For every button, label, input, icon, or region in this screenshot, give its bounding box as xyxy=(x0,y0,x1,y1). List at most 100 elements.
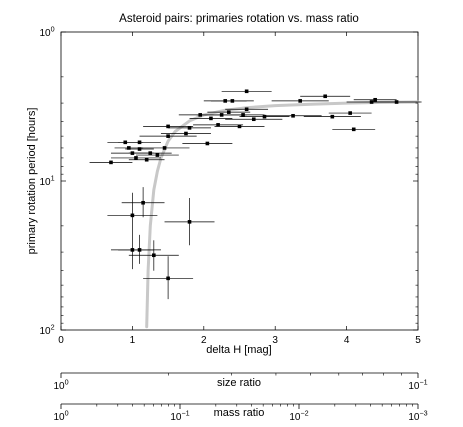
point-marker xyxy=(394,100,399,104)
data-point xyxy=(328,111,372,115)
point-marker xyxy=(184,131,188,136)
data-point xyxy=(225,117,283,122)
x-tick-label: 1 xyxy=(130,335,136,346)
data-point xyxy=(303,114,361,119)
axes-layer: 0 1 2 3 4 5 100 101 102 xyxy=(39,25,421,347)
data-point xyxy=(332,127,376,132)
data-point xyxy=(128,157,165,162)
point-marker xyxy=(209,116,213,121)
data-point xyxy=(118,234,161,264)
point-marker xyxy=(141,200,145,205)
y-tick-label: 100 xyxy=(39,25,54,40)
point-marker xyxy=(237,124,242,129)
chart-title: Asteroid pairs: primaries rotation vs. m… xyxy=(119,13,359,25)
data-point xyxy=(214,124,265,129)
data-point xyxy=(207,110,251,114)
point-marker xyxy=(127,146,131,150)
point-marker xyxy=(244,107,249,112)
data-point xyxy=(264,113,322,118)
point-marker xyxy=(109,160,113,165)
point-marker xyxy=(205,141,210,146)
data-point xyxy=(182,141,233,146)
data-point xyxy=(371,100,422,104)
point-marker xyxy=(134,156,138,160)
plot-frame xyxy=(60,31,419,331)
point-marker xyxy=(291,113,295,118)
model-curve xyxy=(145,100,420,329)
secondary-axis-label: size ratio xyxy=(217,377,261,389)
data-point xyxy=(118,140,161,145)
data-point xyxy=(193,123,244,127)
point-marker xyxy=(298,99,302,103)
point-marker xyxy=(148,151,153,155)
data-point xyxy=(225,107,269,112)
point-marker xyxy=(155,153,160,157)
secondary-axis-tick-label: 100 xyxy=(53,378,68,393)
x-tick-label: 2 xyxy=(201,335,207,346)
data-point xyxy=(139,134,197,138)
data-point xyxy=(210,99,254,103)
y-axis-label: primary rotation period [hours] xyxy=(26,108,38,255)
point-marker xyxy=(351,127,356,132)
point-marker xyxy=(137,140,142,145)
point-marker xyxy=(137,248,142,252)
y-tick-label: 102 xyxy=(39,323,54,338)
data-point xyxy=(107,192,158,233)
secondary-axis-tick-label: 10−1 xyxy=(170,409,189,424)
point-marker xyxy=(241,113,245,117)
secondary-axis-tick-label: 10−2 xyxy=(289,409,308,424)
x-tick-label: 3 xyxy=(272,335,278,346)
point-marker xyxy=(187,126,192,130)
data-point xyxy=(143,124,194,129)
x-tick-label: 5 xyxy=(415,335,421,346)
x-tick-label: 4 xyxy=(344,335,350,346)
data-points-layer xyxy=(89,89,422,300)
data-point xyxy=(128,240,179,271)
point-marker xyxy=(348,111,352,115)
x-axis-label: delta H [mag] xyxy=(206,344,271,356)
data-point xyxy=(160,131,211,136)
data-point xyxy=(128,151,172,155)
point-marker xyxy=(166,276,170,281)
data-point xyxy=(164,197,215,246)
secondary-axis-tick-label: 100 xyxy=(53,409,68,424)
data-point xyxy=(125,147,154,151)
point-marker xyxy=(166,124,170,129)
data-point xyxy=(221,89,272,94)
point-marker xyxy=(137,147,142,151)
data-point xyxy=(221,113,265,117)
point-marker xyxy=(226,110,231,114)
data-point xyxy=(239,114,290,119)
point-marker xyxy=(251,117,256,122)
point-marker xyxy=(152,253,156,258)
data-point xyxy=(143,256,194,300)
point-marker xyxy=(244,89,249,94)
point-marker xyxy=(373,97,377,102)
point-marker xyxy=(262,114,267,119)
data-point xyxy=(89,160,133,165)
data-point xyxy=(121,187,165,218)
data-point xyxy=(300,94,351,99)
x-tick-label: 0 xyxy=(58,335,64,346)
point-marker xyxy=(323,94,327,99)
point-marker xyxy=(330,114,335,119)
data-point xyxy=(353,97,397,102)
data-point xyxy=(168,126,211,130)
point-marker xyxy=(166,134,170,138)
data-point xyxy=(110,156,161,160)
data-point xyxy=(189,116,233,121)
model-curve-layer xyxy=(145,100,420,329)
secondary-axes-layer: 100 10−1 size ratio 100 10−1 10−2 10−3 mass rat… xyxy=(53,372,428,424)
data-point xyxy=(139,146,190,150)
point-marker xyxy=(162,146,167,150)
point-marker xyxy=(187,220,192,224)
secondary-axis-label: mass ratio xyxy=(214,407,265,419)
secondary-axis-tick-label: 10−1 xyxy=(408,378,427,393)
point-marker xyxy=(216,123,220,127)
data-point xyxy=(271,99,329,103)
y-tick-label: 101 xyxy=(39,174,54,189)
secondary-axis-tick-label: 10−3 xyxy=(408,409,427,424)
point-marker xyxy=(230,99,235,103)
point-marker xyxy=(144,157,149,162)
